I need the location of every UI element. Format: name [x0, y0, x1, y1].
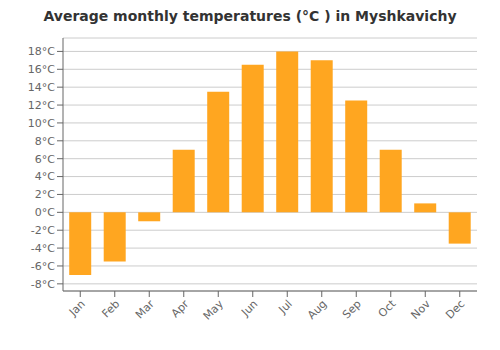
svg-text:-2°C: -2°C — [31, 224, 55, 237]
svg-text:May: May — [201, 297, 227, 323]
svg-text:4°C: 4°C — [35, 170, 55, 183]
svg-text:-4°C: -4°C — [31, 242, 55, 255]
svg-text:Aug: Aug — [305, 297, 329, 321]
svg-text:10°C: 10°C — [28, 117, 55, 130]
svg-text:-8°C: -8°C — [31, 278, 55, 291]
svg-text:Jul: Jul — [276, 297, 295, 316]
svg-text:0°C: 0°C — [35, 206, 55, 219]
svg-text:Jan: Jan — [66, 297, 88, 319]
svg-text:6°C: 6°C — [35, 153, 55, 166]
svg-text:Nov: Nov — [409, 297, 434, 322]
svg-text:Oct: Oct — [376, 297, 399, 320]
svg-text:Feb: Feb — [99, 297, 122, 320]
svg-text:12°C: 12°C — [28, 99, 55, 112]
svg-text:Mar: Mar — [133, 297, 157, 321]
svg-text:14°C: 14°C — [28, 81, 55, 94]
svg-text:Apr: Apr — [169, 297, 192, 320]
svg-text:2°C: 2°C — [35, 188, 55, 201]
svg-text:-6°C: -6°C — [31, 260, 55, 273]
svg-text:Jun: Jun — [238, 297, 260, 319]
svg-text:Sep: Sep — [340, 297, 364, 321]
svg-text:Dec: Dec — [443, 297, 467, 321]
svg-text:16°C: 16°C — [28, 63, 55, 76]
html-text:Average monthly temperatures (: Average monthly temperatures (°C ) in My… — [43, 8, 457, 24]
svg-text:8°C: 8°C — [35, 135, 55, 148]
svg-text:18°C: 18°C — [28, 45, 55, 58]
